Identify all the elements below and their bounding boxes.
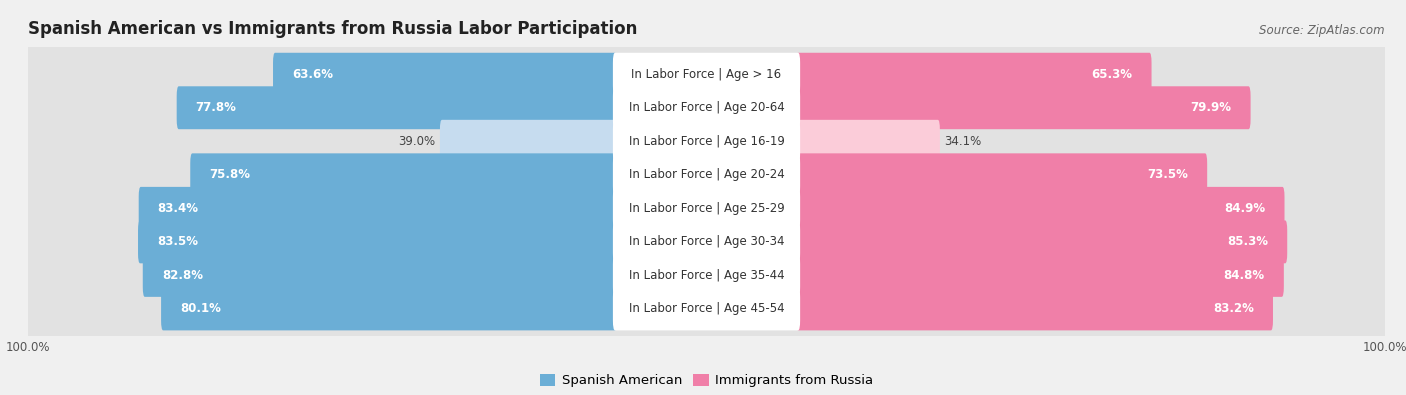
Text: 83.4%: 83.4% — [157, 202, 198, 215]
FancyBboxPatch shape — [190, 153, 617, 196]
FancyBboxPatch shape — [143, 254, 617, 297]
Text: 83.2%: 83.2% — [1213, 303, 1254, 316]
FancyBboxPatch shape — [25, 114, 1388, 168]
FancyBboxPatch shape — [613, 220, 800, 263]
Text: In Labor Force | Age 20-24: In Labor Force | Age 20-24 — [628, 168, 785, 181]
FancyBboxPatch shape — [613, 53, 800, 96]
Text: In Labor Force | Age 25-29: In Labor Force | Age 25-29 — [628, 202, 785, 215]
FancyBboxPatch shape — [138, 220, 617, 263]
Text: 80.1%: 80.1% — [180, 303, 221, 316]
FancyBboxPatch shape — [796, 187, 1285, 230]
Text: 82.8%: 82.8% — [162, 269, 202, 282]
Text: 34.1%: 34.1% — [945, 135, 981, 148]
FancyBboxPatch shape — [25, 148, 1388, 202]
Text: 77.8%: 77.8% — [195, 101, 236, 114]
FancyBboxPatch shape — [796, 86, 1250, 129]
FancyBboxPatch shape — [796, 53, 1152, 96]
Text: In Labor Force | Age > 16: In Labor Force | Age > 16 — [631, 68, 782, 81]
FancyBboxPatch shape — [273, 53, 617, 96]
FancyBboxPatch shape — [25, 215, 1388, 269]
Text: In Labor Force | Age 16-19: In Labor Force | Age 16-19 — [628, 135, 785, 148]
FancyBboxPatch shape — [440, 120, 617, 163]
Text: 84.8%: 84.8% — [1223, 269, 1265, 282]
Text: Source: ZipAtlas.com: Source: ZipAtlas.com — [1260, 24, 1385, 37]
FancyBboxPatch shape — [139, 187, 617, 230]
FancyBboxPatch shape — [796, 120, 939, 163]
Text: 75.8%: 75.8% — [209, 168, 250, 181]
Text: 83.5%: 83.5% — [157, 235, 198, 248]
FancyBboxPatch shape — [25, 47, 1388, 102]
FancyBboxPatch shape — [25, 282, 1388, 336]
FancyBboxPatch shape — [177, 86, 617, 129]
Text: 63.6%: 63.6% — [292, 68, 333, 81]
FancyBboxPatch shape — [796, 220, 1288, 263]
FancyBboxPatch shape — [796, 288, 1272, 330]
FancyBboxPatch shape — [613, 153, 800, 196]
FancyBboxPatch shape — [25, 81, 1388, 135]
Text: 65.3%: 65.3% — [1091, 68, 1133, 81]
Text: Spanish American vs Immigrants from Russia Labor Participation: Spanish American vs Immigrants from Russ… — [28, 19, 637, 38]
Legend: Spanish American, Immigrants from Russia: Spanish American, Immigrants from Russia — [534, 369, 879, 393]
FancyBboxPatch shape — [613, 86, 800, 129]
Text: In Labor Force | Age 45-54: In Labor Force | Age 45-54 — [628, 303, 785, 316]
FancyBboxPatch shape — [162, 288, 617, 330]
Text: In Labor Force | Age 20-64: In Labor Force | Age 20-64 — [628, 101, 785, 114]
Text: 39.0%: 39.0% — [398, 135, 436, 148]
FancyBboxPatch shape — [613, 254, 800, 297]
FancyBboxPatch shape — [613, 187, 800, 230]
FancyBboxPatch shape — [613, 288, 800, 330]
Text: In Labor Force | Age 30-34: In Labor Force | Age 30-34 — [628, 235, 785, 248]
Text: In Labor Force | Age 35-44: In Labor Force | Age 35-44 — [628, 269, 785, 282]
FancyBboxPatch shape — [796, 153, 1208, 196]
FancyBboxPatch shape — [25, 181, 1388, 235]
Text: 84.9%: 84.9% — [1225, 202, 1265, 215]
Text: 79.9%: 79.9% — [1191, 101, 1232, 114]
FancyBboxPatch shape — [796, 254, 1284, 297]
Text: 85.3%: 85.3% — [1227, 235, 1268, 248]
FancyBboxPatch shape — [25, 248, 1388, 303]
FancyBboxPatch shape — [613, 120, 800, 163]
Text: 73.5%: 73.5% — [1147, 168, 1188, 181]
